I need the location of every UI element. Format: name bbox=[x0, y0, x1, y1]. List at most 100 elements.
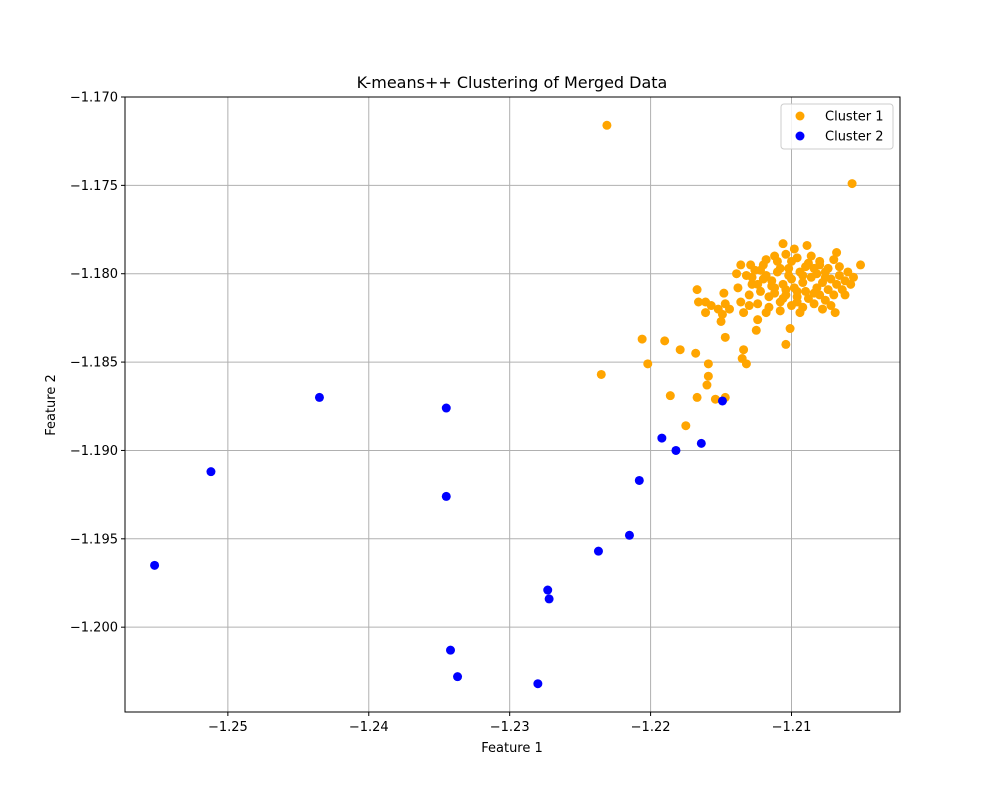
data-point bbox=[761, 255, 771, 265]
legend: Cluster 1 Cluster 2 bbox=[780, 103, 894, 150]
data-point bbox=[671, 445, 681, 455]
data-point bbox=[770, 283, 780, 293]
y-tick-label: −1.175 bbox=[70, 179, 118, 194]
x-tick-label: −1.22 bbox=[631, 720, 671, 735]
legend-marker bbox=[795, 111, 805, 121]
data-point bbox=[150, 560, 160, 570]
x-tick-label: −1.24 bbox=[349, 720, 389, 735]
data-point bbox=[795, 308, 805, 318]
data-point bbox=[847, 179, 857, 189]
data-point bbox=[809, 299, 819, 309]
data-point bbox=[733, 283, 743, 293]
data-point bbox=[792, 297, 802, 307]
data-point bbox=[643, 359, 653, 369]
data-point bbox=[720, 299, 730, 309]
y-tick-label: −1.200 bbox=[70, 621, 118, 636]
data-point bbox=[843, 267, 853, 277]
data-point bbox=[812, 269, 822, 279]
data-point bbox=[832, 248, 842, 258]
data-point bbox=[761, 308, 771, 318]
data-point bbox=[829, 255, 839, 265]
data-point bbox=[784, 263, 794, 273]
data-point bbox=[739, 345, 749, 355]
x-tick-label: −1.21 bbox=[772, 720, 812, 735]
x-axis-label: Feature 1 bbox=[481, 741, 543, 756]
ticks-layer: −1.25 −1.24 −1.23 −1.22 −1.21 −1.170 −1.175 −1.… bbox=[70, 91, 812, 736]
data-point bbox=[624, 530, 634, 540]
data-point bbox=[694, 297, 703, 307]
data-point bbox=[775, 306, 785, 316]
y-tick-label: −1.170 bbox=[70, 91, 118, 106]
legend-marker bbox=[795, 131, 805, 141]
data-point bbox=[756, 265, 765, 275]
data-point bbox=[681, 421, 691, 431]
data-point bbox=[744, 290, 754, 300]
data-point bbox=[702, 380, 712, 390]
data-point bbox=[772, 256, 782, 266]
data-point bbox=[719, 288, 729, 298]
data-point bbox=[840, 290, 850, 300]
data-point bbox=[543, 585, 553, 595]
y-axis-label: Feature 2 bbox=[44, 374, 59, 436]
data-point bbox=[701, 308, 711, 318]
data-point bbox=[657, 433, 667, 443]
data-point bbox=[701, 297, 711, 307]
data-point bbox=[815, 260, 825, 270]
data-point bbox=[840, 276, 850, 286]
y-tick-label: −1.180 bbox=[70, 267, 118, 282]
data-point bbox=[533, 679, 543, 689]
data-point bbox=[775, 263, 785, 273]
data-point bbox=[696, 438, 706, 448]
grid-layer bbox=[125, 96, 900, 712]
data-point bbox=[446, 645, 455, 655]
data-point bbox=[634, 475, 644, 485]
data-point bbox=[806, 251, 816, 261]
data-point bbox=[703, 371, 713, 381]
data-point bbox=[787, 256, 796, 266]
data-point bbox=[781, 249, 791, 259]
data-point bbox=[829, 290, 839, 300]
data-point bbox=[826, 301, 836, 311]
data-point bbox=[802, 240, 812, 250]
data-point bbox=[741, 359, 751, 369]
data-point bbox=[602, 120, 612, 130]
plot-frame bbox=[124, 96, 901, 713]
data-point bbox=[781, 339, 791, 349]
data-point bbox=[789, 244, 799, 254]
data-point bbox=[803, 293, 813, 303]
data-point bbox=[692, 285, 702, 295]
data-point bbox=[830, 308, 840, 318]
data-point bbox=[818, 304, 827, 314]
data-point bbox=[732, 269, 742, 279]
chart-title: K-means++ Clustering of Merged Data bbox=[357, 73, 668, 92]
legend-box bbox=[780, 103, 894, 150]
points-layer bbox=[150, 120, 866, 689]
data-point bbox=[703, 359, 713, 369]
data-point bbox=[716, 316, 726, 326]
x-tick-label: −1.23 bbox=[490, 720, 530, 735]
data-point bbox=[758, 274, 768, 284]
data-point bbox=[739, 308, 749, 318]
data-point bbox=[753, 299, 763, 309]
data-point bbox=[801, 286, 811, 296]
data-point bbox=[785, 324, 795, 334]
data-point bbox=[809, 288, 819, 298]
data-point bbox=[206, 467, 216, 477]
x-tick-label: −1.25 bbox=[208, 720, 248, 735]
legend-label: Cluster 1 bbox=[825, 110, 884, 125]
data-point bbox=[713, 304, 723, 314]
data-point bbox=[710, 394, 720, 404]
data-point bbox=[660, 336, 670, 346]
data-point bbox=[834, 262, 844, 272]
data-point bbox=[717, 396, 727, 406]
data-point bbox=[453, 672, 463, 682]
y-tick-label: −1.195 bbox=[70, 532, 118, 547]
data-point bbox=[820, 272, 830, 282]
data-point bbox=[832, 279, 842, 289]
data-point bbox=[736, 297, 746, 307]
data-point bbox=[720, 332, 730, 342]
data-point bbox=[798, 270, 808, 280]
data-point bbox=[637, 334, 647, 344]
data-point bbox=[792, 286, 802, 296]
